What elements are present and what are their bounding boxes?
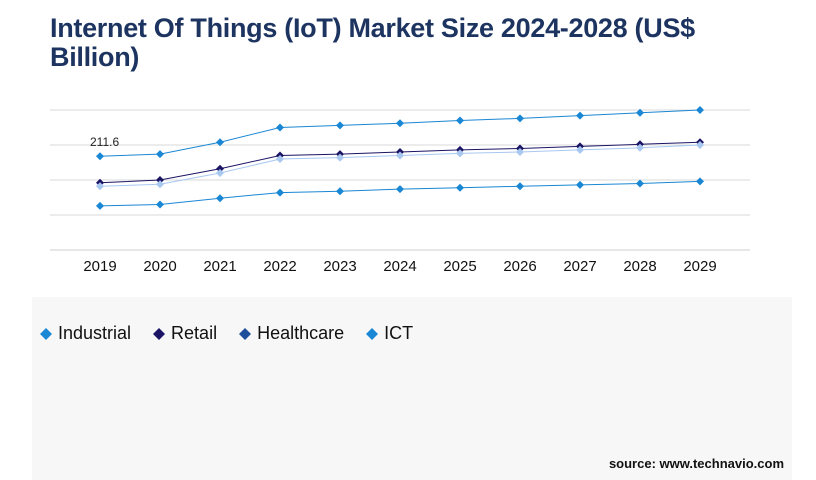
data-point-ict	[336, 187, 344, 196]
data-point-industrial	[696, 106, 704, 114]
legend-label: Industrial	[58, 323, 132, 343]
chart-title: Internet Of Things (IoT) Market Size 202…	[50, 13, 695, 72]
data-point-ict	[276, 188, 284, 197]
chart-legend: Industrial Retail Healthcare ICT	[40, 323, 413, 344]
legend-label: Healthcare	[257, 323, 345, 343]
data-point-ict	[576, 180, 584, 189]
data-point-ict	[456, 183, 464, 192]
data-point-healthcare	[156, 180, 164, 189]
data-point-healthcare	[696, 141, 704, 149]
x-tick-label: 2019	[83, 258, 116, 275]
x-tick-label: 2021	[203, 258, 236, 275]
data-point-retail	[156, 176, 164, 184]
data-point-industrial	[276, 123, 284, 132]
data-point-ict	[156, 200, 164, 209]
x-tick-label: 2022	[263, 258, 296, 275]
legend-panel-background	[32, 297, 792, 480]
x-tick-label: 2024	[383, 258, 416, 275]
data-point-industrial	[636, 108, 644, 117]
data-point-ict	[396, 185, 404, 194]
data-point-industrial	[396, 119, 404, 128]
data-point-healthcare	[96, 182, 104, 191]
data-point-industrial	[216, 138, 224, 147]
data-point-industrial	[576, 111, 584, 120]
data-point-industrial	[156, 150, 164, 159]
legend-item-industrial[interactable]: Industrial	[40, 323, 131, 344]
diamond-marker-icon	[153, 327, 166, 340]
x-tick-label: 2020	[143, 258, 176, 275]
data-point-healthcare	[216, 169, 224, 177]
diamond-marker-icon	[40, 327, 52, 340]
data-point-industrial	[336, 121, 344, 130]
x-tick-label: 2023	[323, 258, 356, 275]
data-point-healthcare	[576, 145, 584, 154]
data-point-ict	[216, 194, 224, 203]
source-credit: source: www.technavio.com	[608, 456, 784, 471]
data-point-healthcare	[516, 148, 524, 156]
data-point-ict	[696, 177, 704, 186]
data-point-industrial	[96, 152, 104, 161]
x-tick-label: 2029	[683, 258, 716, 275]
data-label: 211.6	[90, 135, 119, 149]
data-point-ict	[516, 182, 524, 191]
line-chart: 2019 2020 2021 2022 2023 2024 2025 2026 2027 2028…	[50, 106, 750, 275]
x-tick-label: 2025	[443, 258, 476, 275]
data-point-healthcare	[396, 151, 404, 160]
diamond-marker-icon	[366, 327, 379, 340]
legend-label: Retail	[171, 323, 218, 343]
legend-item-retail[interactable]: Retail	[153, 323, 217, 344]
data-point-healthcare	[636, 143, 644, 152]
x-tick-label: 2026	[503, 258, 536, 275]
data-point-retail	[216, 164, 224, 173]
legend-item-healthcare[interactable]: Healthcare	[239, 323, 344, 344]
data-point-ict	[636, 179, 644, 188]
data-point-healthcare	[456, 149, 464, 158]
data-point-healthcare	[276, 155, 284, 163]
data-point-industrial	[456, 116, 464, 125]
x-tick-label: 2028	[623, 258, 656, 275]
data-point-healthcare	[336, 153, 344, 162]
legend-label: ICT	[384, 323, 414, 343]
series-line-ict	[99, 180, 701, 207]
legend-item-ict[interactable]: ICT	[366, 323, 413, 344]
data-point-industrial	[516, 114, 524, 123]
data-point-ict	[96, 201, 104, 210]
x-tick-label: 2027	[563, 258, 596, 275]
diamond-marker-icon	[239, 327, 252, 340]
